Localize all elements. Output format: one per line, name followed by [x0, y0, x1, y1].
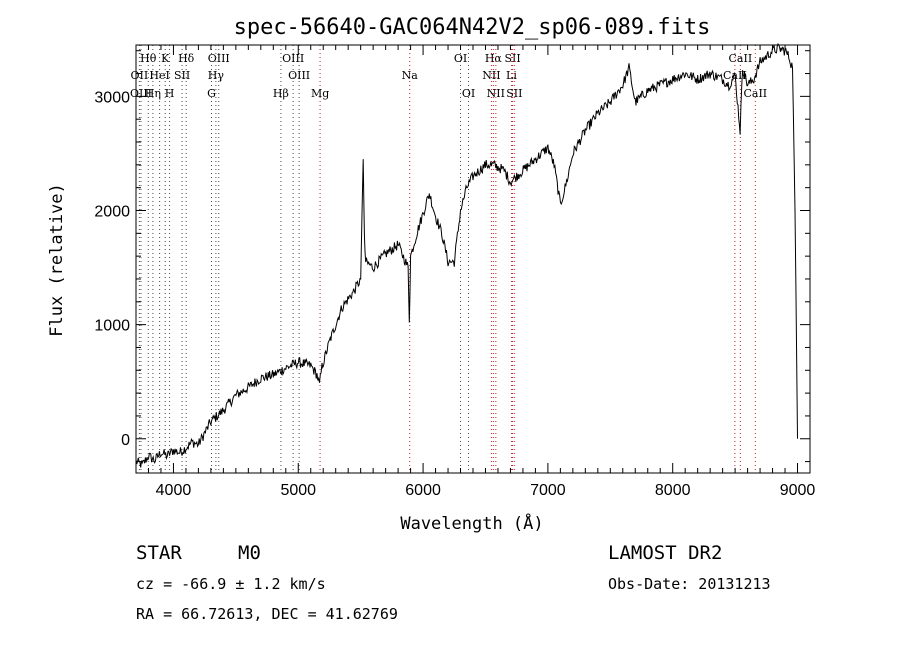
line-label-8: CaII: [729, 52, 753, 65]
x-tick-label-0: 4000: [156, 482, 192, 499]
object-class: STAR: [136, 542, 182, 564]
line-label-1: K: [161, 52, 170, 65]
line-label-13: OIII: [288, 69, 310, 82]
line-label-27: CaII: [743, 87, 767, 100]
line-label-19: Hη: [145, 87, 161, 100]
survey-name: LAMOST DR2: [608, 542, 723, 564]
line-label-12: Hγ: [208, 69, 225, 82]
y-tick-label-3: 3000: [94, 89, 130, 106]
line-label-5: OI: [454, 52, 467, 65]
coordinates: RA = 66.72613, DEC = 41.62769: [136, 605, 398, 623]
line-label-20: H: [165, 87, 175, 100]
x-tick-label-2: 6000: [405, 482, 441, 499]
line-label-6: Hα: [485, 52, 503, 65]
subclass: M0: [238, 542, 261, 564]
x-tick-label-1: 5000: [280, 482, 316, 499]
line-label-7: SII: [504, 52, 520, 65]
line-label-25: NII: [487, 87, 505, 100]
line-label-24: OI: [462, 87, 475, 100]
redshift-text: cz = -66.9 ± 1.2 km/s: [136, 575, 326, 593]
line-label-16: Li: [506, 69, 517, 82]
line-label-11: SII: [174, 69, 190, 82]
line-label-9: OII: [131, 69, 149, 82]
line-label-0: Hθ: [140, 52, 157, 65]
chart-title: spec-56640-GAC064N42V2_sp06-089.fits: [234, 15, 711, 40]
line-label-3: OIII: [208, 52, 230, 65]
x-tick-label-3: 7000: [530, 482, 566, 499]
line-label-23: Mg: [311, 87, 329, 100]
y-axis: 0 1000 2000 3000: [94, 50, 810, 463]
plot-frame: [135, 44, 811, 474]
line-label-21: G: [207, 87, 216, 100]
obs-date: Obs-Date: 20131213: [608, 575, 771, 593]
y-tick-label-1: 1000: [94, 318, 130, 335]
line-label-14: Na: [402, 69, 419, 82]
line-label-2: Hδ: [178, 52, 195, 65]
x-axis-label: Wavelength (Å): [400, 512, 543, 534]
line-label-4: OIII: [282, 52, 304, 65]
line-label-26: SII: [506, 87, 522, 100]
x-tick-label-5: 9000: [780, 482, 816, 499]
line-label-15: NII: [482, 69, 500, 82]
y-tick-label-0: 0: [121, 432, 130, 449]
spectrum-line: [135, 43, 798, 468]
x-tick-label-4: 8000: [655, 482, 691, 499]
line-label-22: Hβ: [273, 87, 289, 100]
y-axis-label: Flux (relative): [47, 183, 67, 337]
y-tick-label-2: 2000: [94, 203, 130, 220]
line-label-10: HeI: [149, 69, 169, 82]
x-axis: 4000 5000 6000 7000 8000 9000: [135, 45, 816, 499]
line-label-18: OIII: [130, 87, 152, 100]
